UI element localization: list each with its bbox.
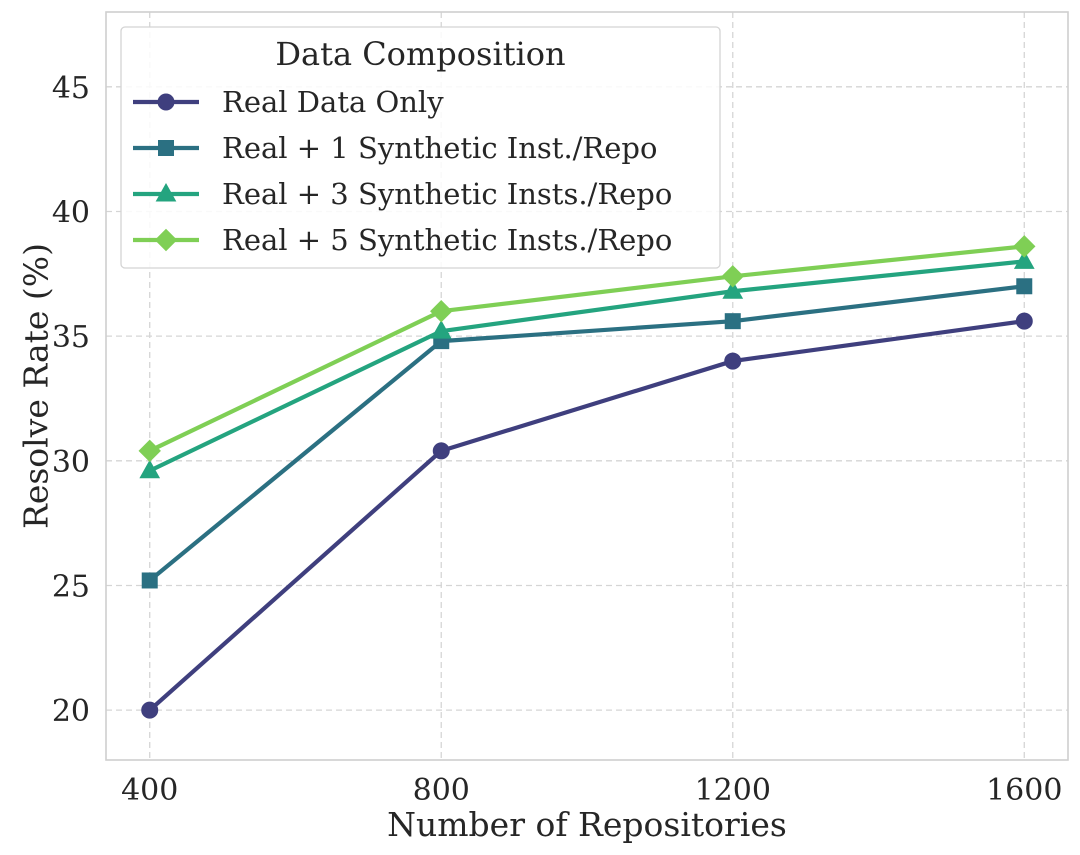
legend-label: Real + 3 Synthetic Insts./Repo: [222, 177, 672, 211]
data-point: [138, 439, 161, 463]
legend-box: [120, 26, 721, 269]
data-point: [430, 299, 453, 323]
series-4: [138, 235, 1036, 463]
plot-frame: [105, 11, 1069, 761]
legend-label: Real + 1 Synthetic Inst./Repo: [222, 131, 657, 165]
y-tick-label: 25: [52, 569, 90, 604]
series-2: [141, 278, 1033, 589]
series-1: [141, 312, 1033, 719]
legend-item: Real + 5 Synthetic Insts./Repo: [133, 223, 672, 257]
x-tick-label: 1600: [986, 773, 1062, 808]
x-tick-label: 1200: [695, 773, 771, 808]
data-point: [1015, 312, 1033, 330]
series-3: [139, 250, 1035, 479]
legend-marker: [157, 93, 175, 111]
legend-item: Real + 1 Synthetic Inst./Repo: [133, 131, 657, 165]
legend-label: Real Data Only: [222, 85, 444, 119]
x-axis-title: Number of Repositories: [387, 805, 787, 844]
data-point: [432, 442, 450, 460]
y-axis-title: Resolve Rate (%): [17, 243, 56, 529]
x-tick-label: 400: [121, 773, 178, 808]
legend-item: Real + 3 Synthetic Insts./Repo: [133, 177, 672, 211]
data-point: [141, 572, 158, 589]
x-axis-ticks: 400 800 1200 1600: [121, 773, 1062, 808]
data-point: [721, 265, 744, 288]
y-tick-label: 40: [52, 195, 90, 230]
data-point: [722, 280, 744, 299]
series-line: [147, 284, 1027, 583]
data-point: [430, 320, 452, 339]
data-point: [141, 701, 159, 719]
y-tick-label: 35: [52, 320, 90, 355]
x-tick-label: 800: [413, 773, 470, 808]
legend-title: Data Composition: [275, 35, 565, 73]
data-point: [1013, 250, 1035, 269]
series-layer: [138, 235, 1036, 719]
legend-items: Real Data Only Real + 1 Synthetic Inst./R…: [133, 85, 672, 257]
legend-item: Real Data Only: [133, 85, 444, 119]
legend-marker: [155, 182, 177, 202]
y-axis-ticks: 20 25 30 35 40 45: [52, 71, 90, 729]
legend: Data Composition Real Data Only Real + 1 …: [120, 26, 721, 269]
data-point: [1016, 278, 1033, 295]
legend-marker: [158, 140, 174, 156]
y-tick-label: 45: [52, 71, 90, 106]
legend-marker: [154, 228, 178, 252]
series-line: [147, 259, 1027, 473]
data-point: [724, 313, 741, 330]
series-line: [147, 319, 1027, 713]
data-point: [1013, 235, 1036, 258]
data-point: [724, 352, 742, 370]
series-line: [147, 244, 1027, 453]
legend-label: Real + 5 Synthetic Insts./Repo: [222, 223, 672, 257]
y-tick-label: 30: [52, 445, 90, 480]
y-tick-label: 20: [52, 694, 90, 729]
data-point: [139, 459, 161, 479]
